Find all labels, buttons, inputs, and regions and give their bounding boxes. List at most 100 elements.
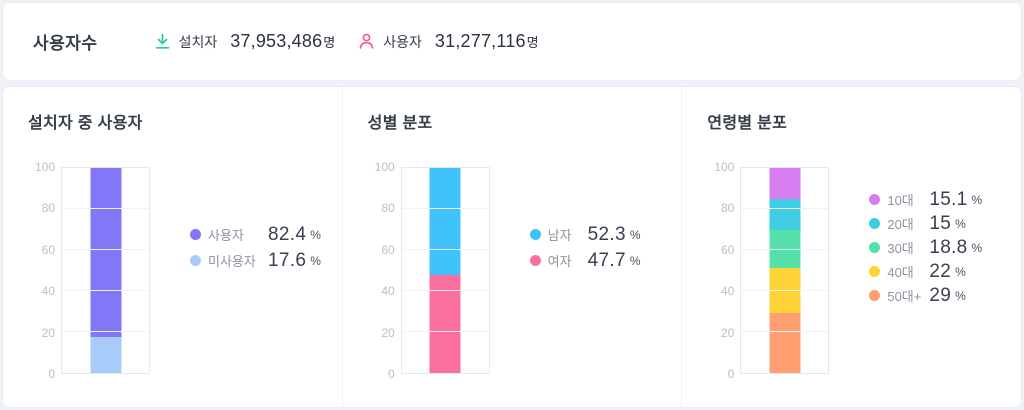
y-tick-label: 40 <box>41 284 55 299</box>
legend-label: 50대+ <box>887 289 922 304</box>
legend-column: 사용자 82.4% 미사용자 17.6% <box>190 167 321 374</box>
legend-label: 사용자 <box>208 228 244 243</box>
y-tick-label: 0 <box>727 367 735 381</box>
y-axis: 0 20 40 60 80 100 <box>368 160 395 381</box>
gridline <box>401 290 489 291</box>
gridline <box>401 208 489 209</box>
y-tick-label: 100 <box>714 160 735 174</box>
legend-label: 미사용자 <box>208 254 256 269</box>
legend-label: 30대 <box>887 241 914 256</box>
installer-unit: 명 <box>323 35 336 50</box>
legend-label: 10대 <box>887 193 914 208</box>
legend-item: 남자 52.3% <box>529 222 641 248</box>
bar-segment <box>769 168 801 199</box>
legend-item: 여자 47.7% <box>529 248 641 274</box>
y-tick-label: 40 <box>720 284 735 299</box>
legend-value: 29 <box>929 284 952 306</box>
installer-label: 설치자 <box>178 33 218 50</box>
legend-label: 남자 <box>547 228 572 243</box>
plot-area <box>61 167 150 374</box>
legend-unit: % <box>310 227 321 242</box>
plot-area <box>400 167 490 374</box>
bar-segment <box>90 336 121 373</box>
legend-item: 20대 15% <box>869 212 982 236</box>
stacked-bar <box>769 168 801 373</box>
user-count-card: 사용자수 설치자 37,953,486 명 사용자 31,277,116 명 <box>2 2 1022 81</box>
legend-dot <box>869 218 881 229</box>
gridline <box>62 331 149 332</box>
legend: 10대 15.1% 20대 15% 30대 18.8% 40대 22% 50대+ 29% <box>869 188 982 308</box>
y-axis: 0 20 40 60 80 100 <box>707 160 735 381</box>
legend-value: 15.1 <box>929 188 968 210</box>
legend-unit: % <box>310 253 321 268</box>
legend-label: 20대 <box>887 217 914 232</box>
legend-dot <box>529 229 541 240</box>
user-stat: 사용자 31,277,116 명 <box>357 31 539 52</box>
y-tick-label: 60 <box>720 242 735 257</box>
legend-item: 10대 15.1% <box>869 188 982 212</box>
legend-unit: % <box>629 227 641 242</box>
charts-card: 설치자 중 사용자 0 20 40 60 80 100 사용자 82.4% 미사용자 17.6%… <box>2 86 1022 408</box>
legend-item: 40대 22% <box>869 260 982 284</box>
gridline <box>741 331 829 332</box>
legend-label: 여자 <box>547 254 572 269</box>
legend-item: 50대+ 29% <box>869 284 982 308</box>
y-tick-label: 20 <box>381 325 395 340</box>
bar-segment <box>90 168 121 337</box>
y-tick-label: 100 <box>34 160 55 174</box>
chart-panel-installer-users: 설치자 중 사용자 0 20 40 60 80 100 사용자 82.4% 미사용자 17.6% <box>3 87 342 407</box>
y-tick-label: 20 <box>720 325 735 340</box>
legend-value: 47.7 <box>587 249 626 271</box>
gridline <box>62 249 149 250</box>
legend-item: 사용자 82.4% <box>190 222 321 248</box>
legend-dot <box>869 290 881 301</box>
legend-unit: % <box>955 288 966 303</box>
y-tick-label: 80 <box>720 201 735 216</box>
gridline <box>401 331 489 332</box>
legend-value: 22 <box>929 260 952 282</box>
legend-unit: % <box>629 253 641 268</box>
user-value: 31,277,116 <box>434 31 526 51</box>
legend-item: 미사용자 17.6% <box>190 248 321 274</box>
chart-area: 0 20 40 60 80 100 10대 15.1% 20대 15% 30대 18.8% 40대 22… <box>707 160 1021 381</box>
y-tick-label: 100 <box>374 160 395 174</box>
legend-dot <box>869 194 881 205</box>
gridline <box>401 249 489 250</box>
y-tick-label: 40 <box>381 284 395 299</box>
page-title: 사용자수 <box>33 34 98 53</box>
y-tick-label: 0 <box>387 367 395 381</box>
legend-column: 10대 15.1% 20대 15% 30대 18.8% 40대 22% 50대+ 29% <box>869 167 982 374</box>
y-tick-label: 80 <box>381 201 395 216</box>
legend-unit: % <box>955 216 966 231</box>
legend-dot <box>190 229 201 240</box>
installer-value: 37,953,486 <box>230 31 323 51</box>
person-icon <box>357 32 376 51</box>
user-label: 사용자 <box>383 33 422 50</box>
y-tick-label: 60 <box>381 242 395 257</box>
gridline <box>62 208 149 209</box>
plot-area <box>740 167 830 374</box>
legend-dot <box>869 266 881 277</box>
gridline <box>741 249 829 250</box>
user-unit: 명 <box>526 35 539 50</box>
legend-dot <box>190 255 201 266</box>
chart-area: 0 20 40 60 80 100 남자 52.3% 여자 47.7% <box>368 160 682 381</box>
gridline <box>741 290 829 291</box>
y-tick-label: 60 <box>41 242 55 257</box>
y-axis: 0 20 40 60 80 100 <box>28 160 55 381</box>
legend-dot <box>869 242 881 253</box>
gridline <box>62 290 149 291</box>
download-icon <box>153 32 172 51</box>
chart-panel-gender: 성별 분포 0 20 40 60 80 100 남자 52.3% 여자 47.7% <box>341 87 682 407</box>
bar-segment <box>429 168 461 276</box>
legend-value: 17.6 <box>268 249 307 271</box>
chart-area: 0 20 40 60 80 100 사용자 82.4% 미사용자 17.6% <box>28 160 342 381</box>
legend-value: 52.3 <box>587 223 626 245</box>
legend-column: 남자 52.3% 여자 47.7% <box>529 167 641 374</box>
bar-segment <box>429 275 461 373</box>
chart-panel-age: 연령별 분포 0 20 40 60 80 100 10대 15.1% 20대 15% 30대 18.… <box>681 87 1021 407</box>
bar-segment <box>769 313 801 373</box>
chart-title: 연령별 분포 <box>707 115 788 132</box>
legend: 남자 52.3% 여자 47.7% <box>529 222 641 274</box>
y-tick-label: 80 <box>41 201 55 216</box>
